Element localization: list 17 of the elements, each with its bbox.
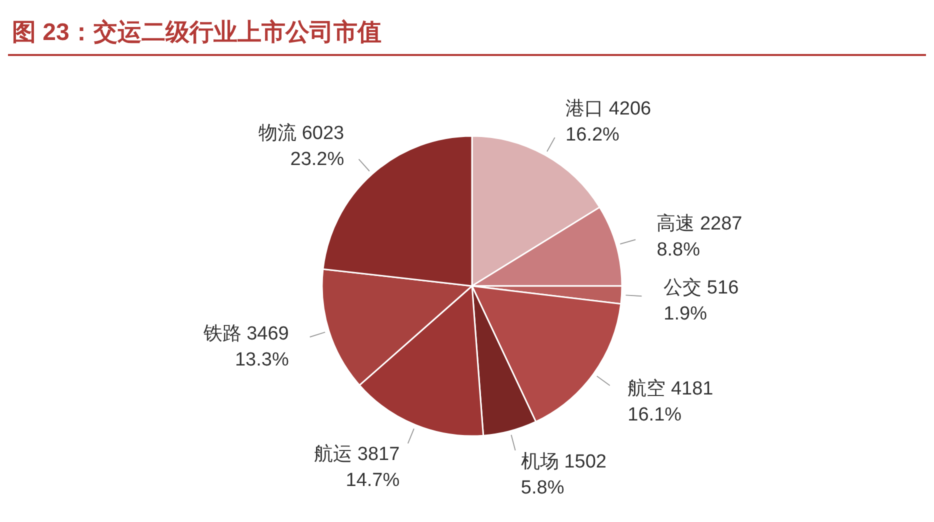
data-label: 16.1% [628,404,682,426]
data-label: 14.7% [346,470,400,491]
data-label: 13.3% [234,350,289,371]
chart-title: 图 23：交运二级行业上市公司市值 [8,8,926,56]
slice-label: 航空 4181 [628,377,714,400]
slice-label: 港口 4206 [566,98,652,120]
data-label: 16.2% [566,124,620,146]
slice-label: 航运 3817 [314,442,400,465]
data-label: 1.9% [664,303,708,324]
slice-label: 物流 6023 [258,122,344,144]
data-label: 8.8% [656,240,700,261]
data-label: 23.2% [290,148,344,170]
slice-label: 高速 2287 [656,212,742,235]
slice-label: 公交 516 [664,276,739,298]
slice-label: 机场 1502 [520,452,606,473]
slice-label: 铁路 3469 [202,324,289,345]
data-label: 5.8% [520,478,564,499]
